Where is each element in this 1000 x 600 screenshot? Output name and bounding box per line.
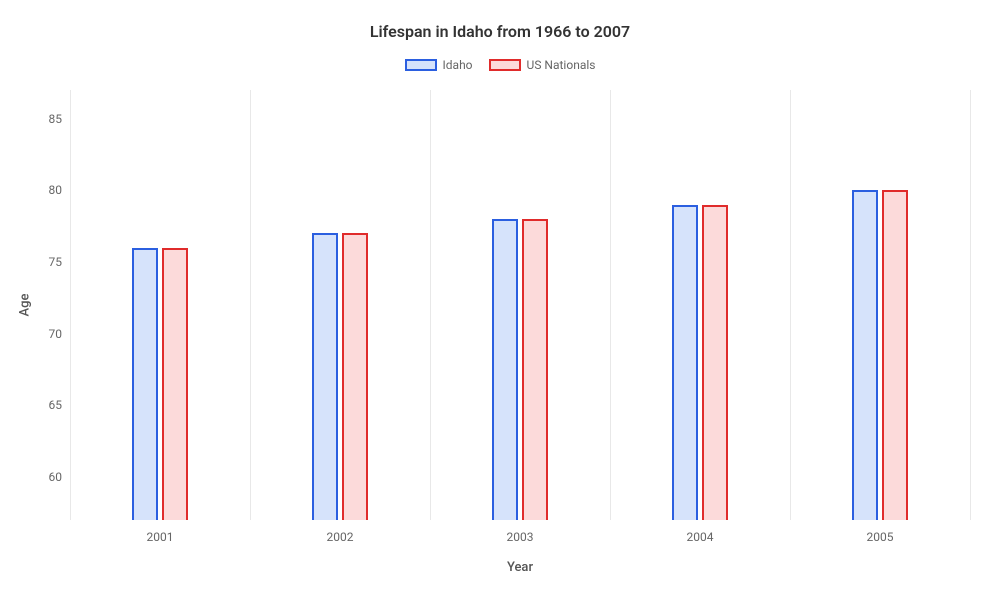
legend-item-us: US Nationals [489,58,596,72]
bar-idaho [492,219,518,520]
bar-idaho [672,205,698,520]
legend-swatch-idaho [405,59,437,71]
x-tick-label: 2004 [687,530,714,544]
legend-swatch-us [489,59,521,71]
x-axis-label: Year [507,560,533,575]
gridline-vertical [430,90,431,520]
gridline-vertical [610,90,611,520]
y-axis-label: Age [18,294,33,317]
bar-us-nationals [882,190,908,520]
gridline-vertical [790,90,791,520]
legend-item-idaho: Idaho [405,58,473,72]
legend-label-us: US Nationals [527,58,596,72]
legend-label-idaho: Idaho [443,58,473,72]
bar-idaho [852,190,878,520]
x-tick-label: 2003 [507,530,534,544]
bar-idaho [312,233,338,520]
bar-us-nationals [342,233,368,520]
legend: Idaho US Nationals [0,58,1000,72]
gridline-vertical [70,90,71,520]
y-tick-label: 75 [49,255,63,269]
gridline-vertical [250,90,251,520]
x-tick-label: 2001 [147,530,174,544]
bar-idaho [132,248,158,520]
chart-title: Lifespan in Idaho from 1966 to 2007 [0,22,1000,41]
y-tick-label: 70 [49,327,63,341]
x-tick-label: 2005 [867,530,894,544]
bar-us-nationals [522,219,548,520]
x-tick-label: 2002 [327,530,354,544]
y-tick-label: 85 [49,112,63,126]
plot-area: 60657075808520012002200320042005 [70,90,970,520]
gridline-vertical [970,90,971,520]
y-tick-label: 60 [49,470,63,484]
y-tick-label: 65 [49,398,63,412]
bar-us-nationals [162,248,188,520]
chart-container: Lifespan in Idaho from 1966 to 2007 Idah… [0,0,1000,600]
y-tick-label: 80 [49,183,63,197]
bar-us-nationals [702,205,728,520]
